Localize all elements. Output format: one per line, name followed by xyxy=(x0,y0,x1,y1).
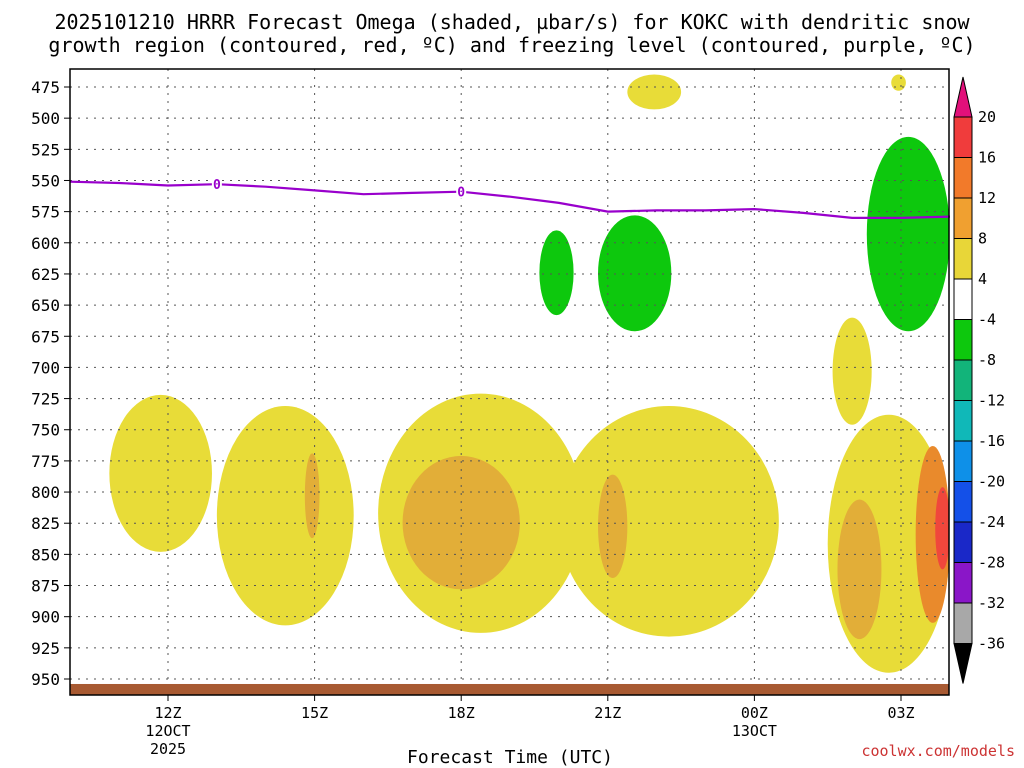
x-tick-label-21Z: 21Z xyxy=(594,704,621,722)
y-tick-label-750: 750 xyxy=(31,421,60,440)
colorbar-top-arrow xyxy=(953,76,973,118)
ground-bar xyxy=(70,683,949,695)
x-tick-label-03Z: 03Z xyxy=(887,704,914,722)
colorbar-box-8 xyxy=(953,400,973,442)
y-tick-label-775: 775 xyxy=(31,452,60,471)
pressure-axis: 475 500 525 550 575 600 625 650 675 700 725 750 775 8… xyxy=(31,78,70,689)
omega-shaded-regions xyxy=(109,74,949,673)
credit-text: coolwx.com/models xyxy=(861,742,1015,760)
y-tick-label-875: 875 xyxy=(31,577,60,596)
y-tick-label-475: 475 xyxy=(31,78,60,97)
colorbar-label-1: 16 xyxy=(978,149,996,167)
omega-region-1 xyxy=(216,406,354,626)
colorbar-label-5: -4 xyxy=(978,311,996,329)
plot-frame xyxy=(69,68,950,696)
ground-surface xyxy=(70,683,949,695)
y-tick-label-675: 675 xyxy=(31,327,60,346)
omega-region-8 xyxy=(837,499,882,640)
colorbar-label-0: 20 xyxy=(978,108,996,126)
colorbar-label-12: -32 xyxy=(978,594,1005,612)
omega-region-11 xyxy=(627,74,682,110)
omega-region-16 xyxy=(866,136,949,332)
y-tick-label-625: 625 xyxy=(31,265,60,284)
y-tick-label-950: 950 xyxy=(31,670,60,689)
x-tick-year-12Z: 2025 xyxy=(150,740,186,758)
chart-title-line-2: growth region (contoured, red, ºC) and f… xyxy=(48,33,975,57)
colorbar-box-10 xyxy=(953,481,973,523)
freezing-level-label-0: 0 xyxy=(213,178,221,193)
omega-region-0 xyxy=(109,394,212,552)
y-tick-label-550: 550 xyxy=(31,171,60,190)
omega-region-2 xyxy=(304,453,320,539)
freezing-level-line xyxy=(70,180,950,219)
omega-region-5 xyxy=(558,406,779,637)
colorbar-box-7 xyxy=(953,359,973,401)
y-tick-label-525: 525 xyxy=(31,140,60,159)
colorbar-label-6: -8 xyxy=(978,351,996,369)
colorbar-label-4: 4 xyxy=(978,270,987,288)
omega-region-13 xyxy=(832,317,872,425)
y-tick-label-900: 900 xyxy=(31,608,60,627)
y-tick-label-600: 600 xyxy=(31,234,60,253)
y-tick-label-925: 925 xyxy=(31,639,60,658)
colorbar-box-9 xyxy=(953,440,973,482)
colorbar-box-13 xyxy=(953,602,973,644)
y-tick-label-800: 800 xyxy=(31,483,60,502)
colorbar-label-13: -36 xyxy=(978,635,1005,653)
y-tick-label-850: 850 xyxy=(31,545,60,564)
colorbar-label-10: -24 xyxy=(978,513,1005,531)
omega-region-14 xyxy=(539,230,574,316)
omega-region-12 xyxy=(891,74,906,91)
colorbar-box-6 xyxy=(953,319,973,361)
y-tick-label-825: 825 xyxy=(31,514,60,533)
colorbar-box-1 xyxy=(953,116,973,158)
chart-title-line-1: 2025101210 HRRR Forecast Omega (shaded, … xyxy=(54,10,970,34)
y-tick-label-650: 650 xyxy=(31,296,60,315)
colorbar-box-3 xyxy=(953,197,973,239)
y-tick-label-575: 575 xyxy=(31,203,60,222)
x-axis-label: Forecast Time (UTC) xyxy=(407,747,613,768)
freezing-level-label-bg-1 xyxy=(456,183,467,199)
freezing-level-label-bg-0 xyxy=(211,176,222,192)
omega-region-10 xyxy=(935,487,949,570)
colorbar-box-2 xyxy=(953,157,973,199)
x-tick-date-00Z: 13OCT xyxy=(732,722,777,740)
colorbar-box-12 xyxy=(953,562,973,604)
colorbar-label-9: -20 xyxy=(978,473,1005,491)
x-tick-label-12Z: 12Z xyxy=(154,704,181,722)
chart-grid xyxy=(70,69,949,695)
x-tick-label-00Z: 00Z xyxy=(741,704,768,722)
x-tick-label-15Z: 15Z xyxy=(301,704,328,722)
colorbar-box-5 xyxy=(953,278,973,320)
colorbar-label-7: -12 xyxy=(978,392,1005,410)
omega-region-6 xyxy=(598,474,628,579)
colorbar-box-11 xyxy=(953,521,973,563)
y-tick-label-725: 725 xyxy=(31,390,60,409)
omega-region-15 xyxy=(598,215,672,332)
colorbar-box-4 xyxy=(953,238,973,280)
colorbar-label-3: 8 xyxy=(978,230,987,248)
colorbar-bottom-arrow xyxy=(953,643,973,684)
colorbar-label-8: -16 xyxy=(978,432,1005,450)
y-tick-label-700: 700 xyxy=(31,358,60,377)
freezing-level-label-1: 0 xyxy=(457,186,465,201)
y-tick-label-500: 500 xyxy=(31,109,60,128)
colorbar-label-2: 12 xyxy=(978,189,996,207)
colorbar-label-11: -28 xyxy=(978,554,1005,572)
x-tick-date-12Z: 12OCT xyxy=(145,722,190,740)
omega-region-4 xyxy=(402,455,520,590)
omega-colorbar: 20 16 12 8 4 -4 -8 -12 -16 -20 -24 -28 -32 -36 xyxy=(953,76,1005,684)
x-tick-label-18Z: 18Z xyxy=(448,704,475,722)
